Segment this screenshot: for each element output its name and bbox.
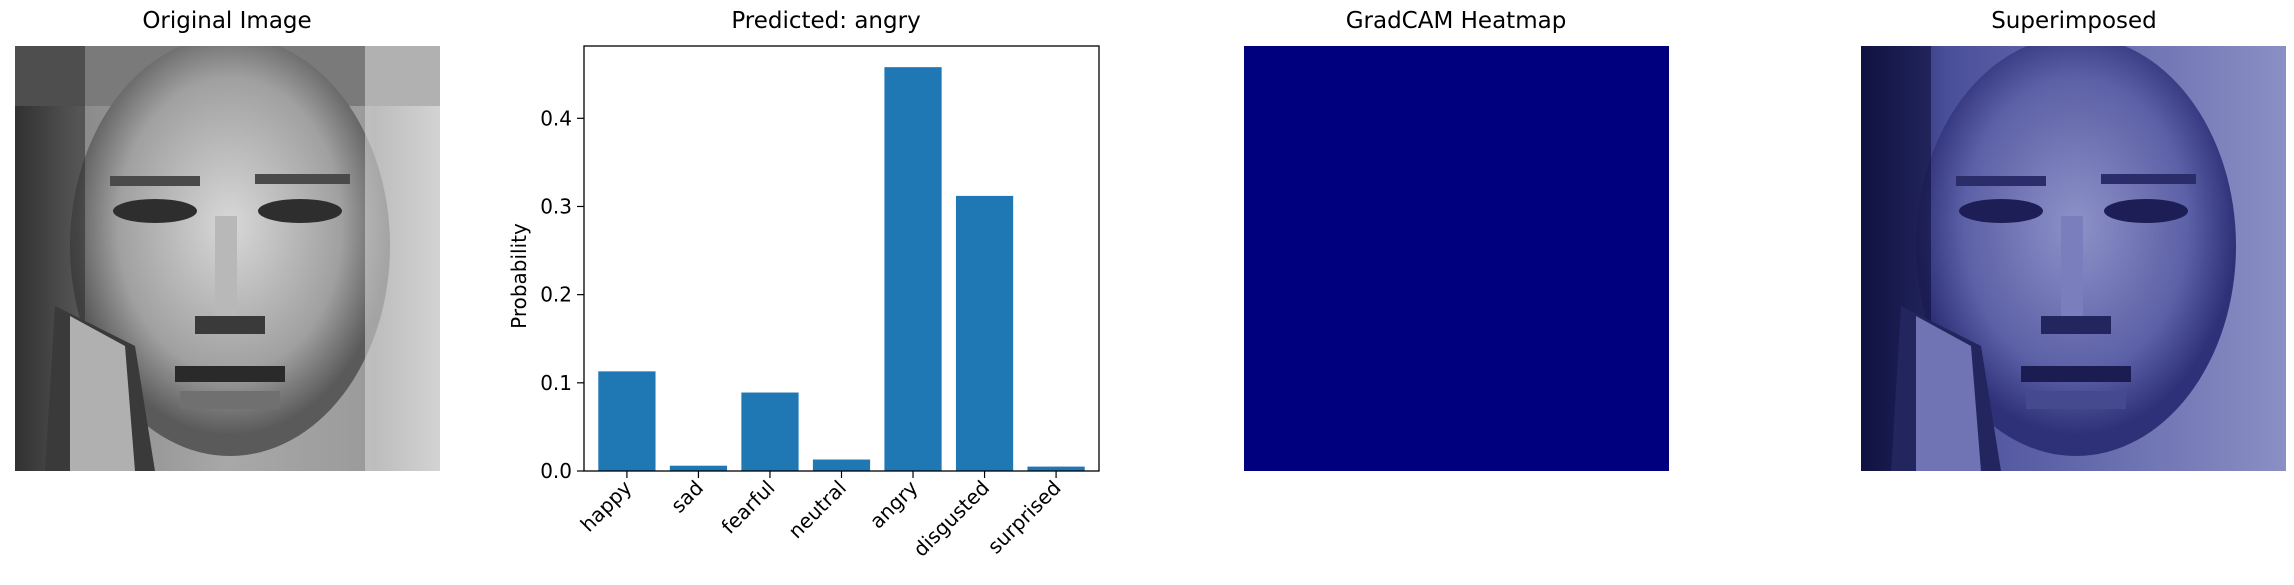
plot-area: happy sad fearful neutral angrydisgustedsurp… bbox=[540, 45, 1100, 562]
y-tick-label: 0.1 bbox=[540, 371, 572, 395]
x-tick-label: disgusted bbox=[908, 476, 994, 562]
x-tick-label: happy bbox=[576, 475, 637, 536]
bar-happy bbox=[598, 371, 656, 471]
bar-neutral bbox=[812, 459, 871, 471]
y-tick-label: 0.3 bbox=[540, 194, 572, 218]
gradcam-heatmap bbox=[1244, 46, 1669, 471]
original-image-title: Original Image bbox=[142, 8, 312, 34]
superimposed-image bbox=[1861, 46, 2286, 471]
original-image bbox=[15, 46, 440, 471]
x-tick-label: angry bbox=[865, 475, 923, 533]
y-tick-label: 0.4 bbox=[540, 106, 572, 130]
bar-disgusted bbox=[955, 195, 1014, 471]
y-axis-label: Probability bbox=[507, 223, 531, 329]
x-tick-label: fearful bbox=[716, 476, 779, 539]
bar-angry bbox=[884, 67, 942, 471]
x-tick-label: surprised bbox=[983, 476, 1066, 559]
y-tick-label: 0.2 bbox=[540, 283, 572, 307]
bar-surprised bbox=[1027, 466, 1085, 471]
superimposed-title: Superimposed bbox=[1991, 8, 2157, 34]
x-tick-label: neutral bbox=[783, 476, 851, 544]
x-tick-label: sad bbox=[666, 476, 708, 518]
bar-sad bbox=[669, 465, 728, 471]
plot-frame bbox=[583, 45, 1100, 472]
chart-title: Predicted: angry bbox=[731, 8, 921, 34]
y-tick-label: 0.0 bbox=[540, 459, 572, 483]
bar-fearful bbox=[741, 392, 799, 471]
heatmap-title: GradCAM Heatmap bbox=[1345, 8, 1567, 34]
